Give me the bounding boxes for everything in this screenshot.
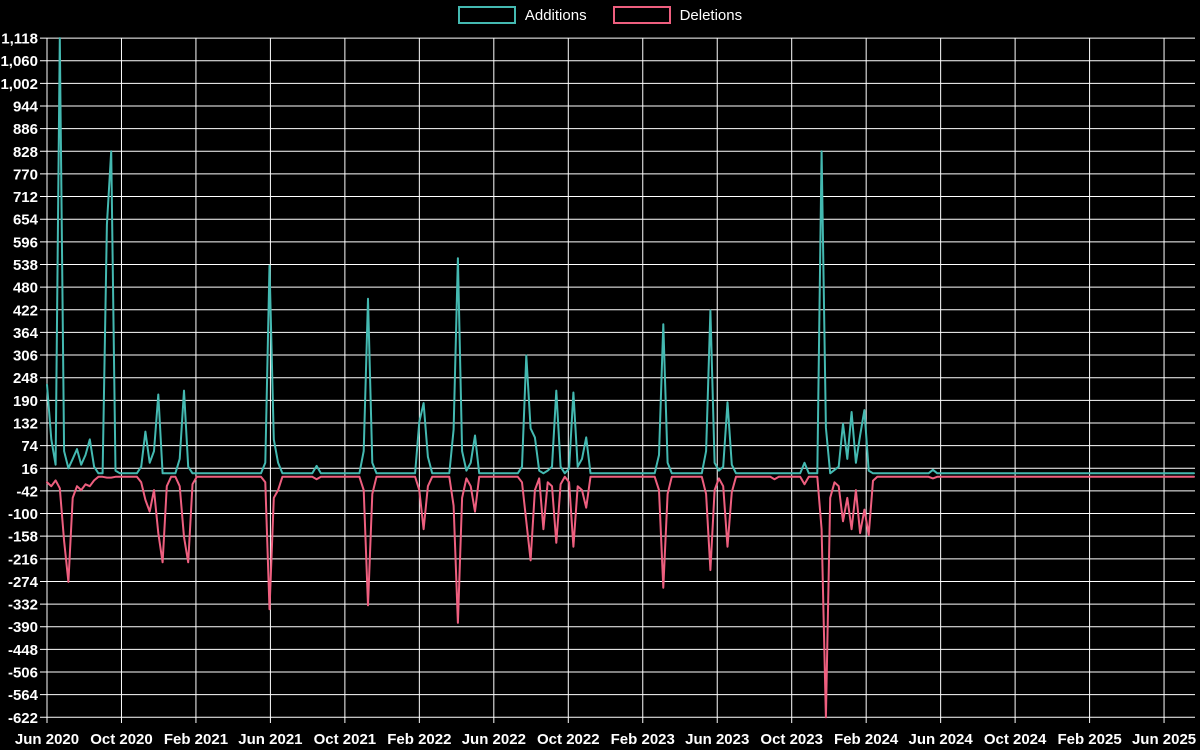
y-tick-label: 422 [13,302,38,319]
y-tick-label: -448 [8,642,38,659]
additions-legend-label: Additions [524,6,587,24]
y-tick-label: -506 [8,665,38,682]
x-tick-label: Feb 2025 [1057,731,1121,748]
y-tick-label: 712 [13,189,38,206]
x-axis-tick-labels: Jun 2020 Oct 2020 Feb 2021 Jun 2021 Oct 2021… [15,731,1196,748]
x-tick-label: Feb 2022 [387,731,451,748]
y-tick-label: -274 [8,574,39,591]
y-tick-label: -564 [8,687,39,704]
x-tick-label: Oct 2021 [314,731,377,748]
additions-swatch-icon [457,6,516,24]
x-tick-label: Jun 2020 [15,731,79,748]
deletions-legend-label: Deletions [679,6,743,24]
y-tick-label: 538 [13,257,38,274]
y-tick-label: 596 [13,234,38,251]
deletions-line [46,475,1195,719]
x-tick-label: Jun 2022 [462,731,526,748]
y-tick-label: 654 [13,212,39,229]
gridlines [40,37,1195,723]
x-tick-label: Oct 2022 [537,731,600,748]
y-tick-label: 480 [13,280,38,297]
y-axis-tick-labels: 1,118 1,060 1,002 944 886 828 770 712 654 596 538 4… [0,31,38,727]
y-tick-label: 306 [13,348,38,365]
x-tick-label: Oct 2024 [984,731,1047,748]
additions-line [46,37,1195,475]
y-tick-label: -390 [8,619,38,636]
legend-item-additions[interactable]: Additions [457,6,587,24]
y-tick-label: 828 [13,144,38,161]
y-tick-label: 1,118 [1,31,38,48]
x-tick-label: Jun 2025 [1132,731,1196,748]
x-tick-label: Feb 2024 [834,731,899,748]
y-tick-label: -42 [16,483,38,500]
y-tick-label: 190 [13,393,38,410]
y-tick-label: 1,060 [0,53,38,70]
y-tick-label: 770 [13,166,38,183]
deletions-swatch-icon [612,6,671,24]
y-tick-label: -622 [8,710,38,727]
x-tick-label: Jun 2021 [238,731,302,748]
y-tick-label: 944 [13,98,39,115]
chart-legend: Additions Deletions [0,6,1200,24]
y-tick-label: 364 [13,325,39,342]
y-tick-label: -332 [8,597,38,614]
y-tick-label: 74 [21,438,38,455]
y-tick-label: 16 [21,461,38,478]
y-tick-label: 132 [13,415,38,432]
y-tick-label: -216 [8,551,38,568]
x-tick-label: Feb 2023 [611,731,675,748]
y-tick-label: 248 [13,370,38,387]
x-tick-label: Oct 2020 [90,731,153,748]
x-tick-label: Jun 2024 [909,731,974,748]
x-tick-label: Oct 2023 [760,731,823,748]
y-tick-label: 1,002 [0,76,38,93]
legend-item-deletions[interactable]: Deletions [612,6,743,24]
x-tick-label: Feb 2021 [164,731,228,748]
x-tick-label: Jun 2023 [685,731,749,748]
y-tick-label: -158 [8,529,38,546]
y-tick-label: 886 [13,121,38,138]
y-tick-label: -100 [8,506,38,523]
